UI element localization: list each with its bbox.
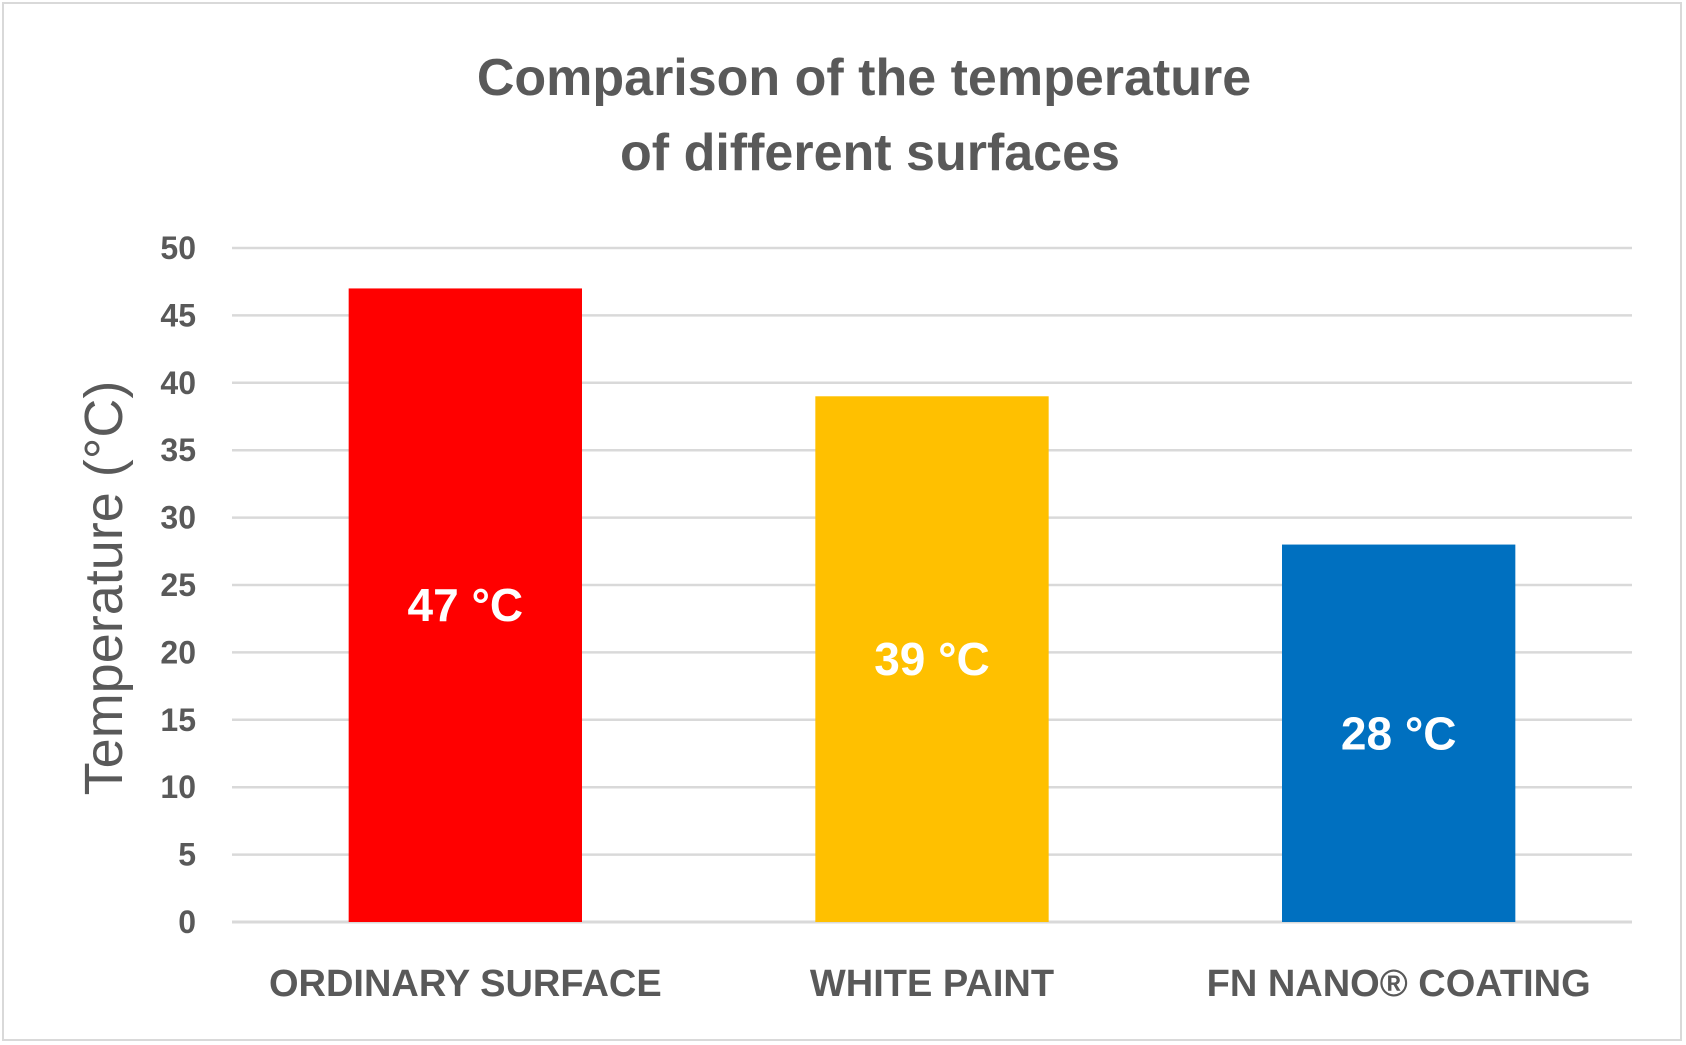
chart-title-line-2: of different surfaces — [620, 124, 1120, 182]
y-tick-label: 20 — [160, 634, 196, 670]
y-tick-label: 40 — [160, 365, 196, 401]
y-axis-ticks: 0 5 10 15 20 25 30 35 40 45 50 — [160, 230, 196, 940]
x-category-label: ORDINARY SURFACE — [269, 963, 662, 1005]
bar-data-label: 47 °C — [408, 579, 524, 631]
bar-data-label: 28 °C — [1341, 707, 1457, 759]
y-axis-label: Temperature (°C) — [74, 381, 134, 796]
bar-data-label: 39 °C — [874, 633, 990, 685]
x-axis-categories: ORDINARY SURFACE WHITE PAINT FN NANO® COAT… — [269, 963, 1591, 1005]
y-tick-label: 30 — [160, 500, 196, 536]
y-tick-label: 50 — [160, 230, 196, 266]
y-tick-label: 15 — [160, 702, 196, 738]
y-tick-label: 10 — [160, 769, 196, 805]
bar — [815, 396, 1049, 922]
y-tick-label: 5 — [178, 837, 196, 873]
x-category-label: WHITE PAINT — [810, 963, 1054, 1005]
x-category-label: FN NANO® COATING — [1207, 963, 1591, 1005]
y-tick-label: 0 — [178, 904, 196, 940]
chart-title-line-1: Comparison of the temperature — [477, 49, 1251, 107]
bar — [348, 288, 582, 922]
bars — [348, 288, 1516, 922]
y-tick-label: 45 — [160, 297, 196, 333]
y-tick-label: 25 — [160, 567, 196, 603]
data-labels: 47 °C 39 °C 28 °C — [408, 579, 1457, 759]
y-tick-label: 35 — [160, 432, 196, 468]
bar — [1282, 544, 1516, 922]
